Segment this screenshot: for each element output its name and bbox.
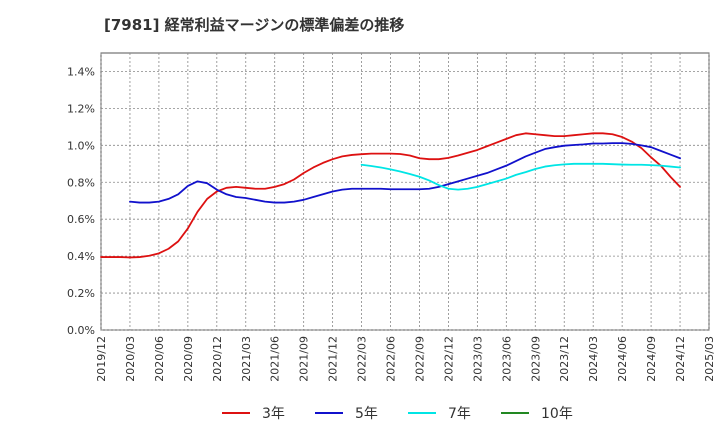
plot-area: [100, 52, 710, 331]
x-tick-label: 2024/09: [645, 336, 658, 382]
x-tick-label: 2024/06: [616, 336, 629, 382]
series-line-1: [100, 132, 681, 259]
x-tick-label: 2023/06: [500, 336, 513, 382]
x-tick-label: 2020/06: [153, 336, 166, 382]
y-tick-label: 1.0%: [67, 139, 95, 152]
x-tick-label: 2021/06: [269, 336, 282, 382]
x-tick-label: 2021/12: [327, 336, 340, 382]
x-tick-label: 2022/03: [356, 336, 369, 382]
x-tick-label: 2022/09: [413, 336, 426, 382]
x-tick-label: 2023/12: [558, 336, 571, 382]
x-tick-label: 2023/03: [471, 336, 484, 382]
x-tick-label: 2021/09: [298, 336, 311, 382]
legend-label: 5年: [355, 406, 378, 422]
legend-item-2: 5年: [315, 406, 378, 422]
x-tick-label: 2024/12: [674, 336, 687, 382]
x-tick-label: 2019/12: [95, 336, 108, 382]
legend-item-3: 7年: [408, 406, 471, 422]
x-tick-label: 2022/06: [385, 336, 398, 382]
x-tick-label: 2020/03: [124, 336, 137, 382]
series-layer: [100, 132, 681, 259]
legend-label: 10年: [541, 406, 573, 422]
x-tick-label: 2025/03: [703, 336, 716, 382]
axis-layer: 0.0% 0.2% 0.4% 0.6% 0.8% 1.0% 1.2% 1.4% 2019/12 2…: [67, 65, 716, 381]
legend-label: 7年: [448, 406, 471, 422]
y-tick-label: 0.0%: [67, 324, 95, 337]
y-tick-label: 0.2%: [67, 287, 95, 300]
y-tick-label: 0.4%: [67, 250, 95, 263]
x-tick-label: 2021/03: [240, 336, 253, 382]
legend-item-4: 10年: [501, 406, 573, 422]
legend: 3年 5年 7年 10年: [222, 406, 573, 422]
x-tick-label: 2020/12: [211, 336, 224, 382]
x-tick-label: 2023/09: [529, 336, 542, 382]
y-tick-label: 0.6%: [67, 213, 95, 226]
y-tick-label: 1.4%: [67, 65, 95, 78]
y-tick-label: 1.2%: [67, 102, 95, 115]
x-tick-label: 2022/12: [442, 336, 455, 382]
x-tick-label: 2024/03: [587, 336, 600, 382]
series-line-2: [129, 142, 681, 204]
legend-item-1: 3年: [222, 406, 285, 422]
series-line-3: [360, 162, 681, 191]
legend-label: 3年: [262, 406, 285, 422]
chart-title: [7981] 経常利益マージンの標準偏差の推移: [104, 16, 405, 34]
y-tick-label: 0.8%: [67, 176, 95, 189]
x-tick-label: 2020/09: [182, 336, 195, 382]
